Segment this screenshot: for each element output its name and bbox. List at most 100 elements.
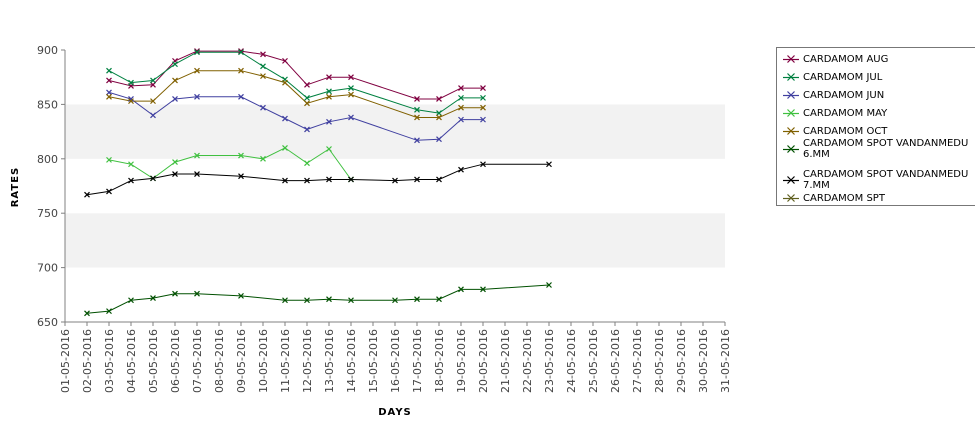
data-point-marker	[480, 94, 486, 101]
data-point-marker	[282, 115, 288, 122]
data-point-marker	[392, 177, 398, 184]
legend-swatch	[783, 73, 799, 81]
data-point-marker	[172, 171, 178, 177]
legend-swatch	[783, 145, 799, 153]
y-axis-label: RATES	[10, 167, 21, 208]
data-point-marker	[326, 296, 332, 303]
x-tick-label: 21-05-2016	[499, 329, 512, 393]
legend-swatch	[783, 55, 799, 63]
data-point-marker	[260, 51, 266, 58]
data-point-marker	[436, 114, 442, 121]
legend: CARDAMOM AUG CARDAMOM JUL CARDAMOM JUN CARD…	[776, 47, 975, 206]
data-point-marker	[150, 295, 156, 301]
data-point-marker	[128, 96, 134, 102]
data-point-marker	[436, 136, 442, 143]
data-point-marker	[304, 297, 310, 304]
data-point-marker	[458, 116, 464, 123]
data-point-marker	[84, 191, 90, 198]
y-tick-label: 750	[37, 207, 58, 220]
data-point-marker	[106, 156, 112, 163]
data-point-marker	[304, 94, 310, 101]
data-point-marker	[106, 188, 112, 195]
plot-band	[65, 213, 725, 268]
data-point-marker	[260, 104, 266, 111]
data-point-marker	[458, 104, 464, 111]
data-point-marker	[480, 116, 486, 123]
legend-label: CARDAMOM MAY	[803, 108, 888, 119]
data-point-marker	[128, 161, 134, 168]
x-tick-label: 20-05-2016	[477, 329, 490, 393]
data-point-marker	[304, 100, 310, 107]
data-point-marker	[238, 173, 244, 180]
data-point-marker	[436, 296, 442, 303]
y-tick-label: 900	[37, 44, 58, 57]
x-tick-label: 28-05-2016	[653, 329, 666, 393]
x-tick-label: 26-05-2016	[609, 329, 622, 393]
x-tick-label: 01-05-2016	[59, 329, 72, 393]
y-tick-label: 650	[37, 316, 58, 329]
x-tick-label: 06-05-2016	[169, 329, 182, 393]
data-point-marker	[414, 137, 420, 144]
plot-band	[65, 267, 725, 322]
data-point-marker	[194, 48, 200, 55]
data-point-marker	[172, 77, 178, 84]
x-tick-label: 18-05-2016	[433, 329, 446, 393]
x-tick-label: 16-05-2016	[389, 329, 402, 393]
x-tick-label: 07-05-2016	[191, 329, 204, 393]
x-tick-label: 10-05-2016	[257, 329, 270, 393]
data-point-marker	[348, 176, 354, 183]
data-point-marker	[480, 85, 486, 92]
data-point-marker	[458, 166, 464, 173]
data-point-marker	[546, 161, 552, 168]
plot-band	[65, 104, 725, 159]
data-point-marker	[260, 73, 266, 80]
legend-swatch	[783, 127, 799, 135]
data-point-marker	[194, 152, 200, 159]
x-tick-label: 15-05-2016	[367, 329, 380, 393]
x-tick-label: 31-05-2016	[719, 329, 732, 393]
data-point-marker	[106, 67, 112, 74]
legend-label: CARDAMOM AUG	[803, 54, 889, 65]
data-point-marker	[128, 79, 134, 86]
data-point-marker	[414, 96, 420, 102]
x-tick-label: 11-05-2016	[279, 329, 292, 393]
plot-background-bands	[65, 50, 725, 322]
x-tick-label: 22-05-2016	[521, 329, 534, 393]
data-point-marker	[238, 48, 244, 55]
data-point-marker	[238, 152, 244, 159]
data-point-marker	[326, 74, 332, 81]
data-point-marker	[480, 104, 486, 111]
y-tick-label: 700	[37, 262, 58, 275]
data-point-marker	[172, 96, 178, 102]
data-point-marker	[106, 308, 112, 315]
data-point-marker	[326, 118, 332, 125]
data-point-marker	[546, 282, 552, 288]
legend-swatch	[783, 194, 799, 202]
y-tick-label: 850	[37, 98, 58, 111]
x-tick-label: 30-05-2016	[697, 329, 710, 393]
data-point-marker	[84, 310, 90, 317]
data-point-marker	[106, 93, 112, 100]
data-point-marker	[348, 114, 354, 121]
data-point-marker	[150, 81, 156, 88]
data-point-marker	[458, 286, 464, 293]
legend-label: CARDAMOM JUN	[803, 90, 885, 101]
legend-label: CARDAMOM OCT	[803, 126, 888, 137]
data-point-marker	[348, 91, 354, 98]
data-point-marker	[480, 286, 486, 293]
data-point-marker	[304, 177, 310, 184]
data-point-marker	[128, 98, 134, 105]
data-point-marker	[304, 160, 310, 167]
x-tick-label: 24-05-2016	[565, 329, 578, 393]
data-point-marker	[348, 74, 354, 81]
data-point-marker	[326, 176, 332, 183]
data-point-marker	[128, 297, 134, 304]
data-point-marker	[172, 159, 178, 165]
data-point-marker	[326, 88, 332, 95]
legend-label: CARDAMOM SPT	[803, 193, 885, 204]
data-point-marker	[106, 77, 112, 84]
data-point-marker	[194, 67, 200, 74]
x-tick-label: 25-05-2016	[587, 329, 600, 393]
x-tick-label: 04-05-2016	[125, 329, 138, 393]
series-markers	[84, 48, 552, 317]
